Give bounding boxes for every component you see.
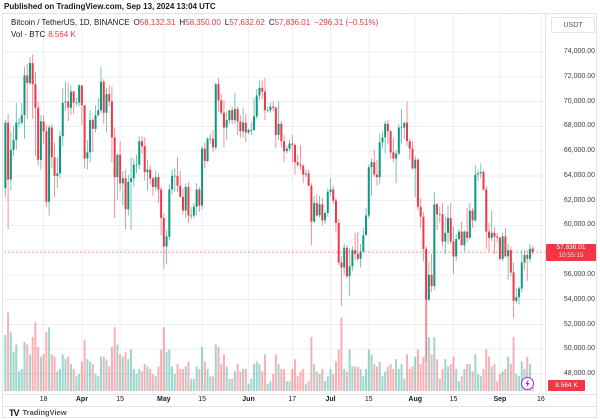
ohlc-token: O58,132.31: [133, 18, 176, 27]
price-axis-label: 66,000.00: [563, 147, 595, 155]
ohlc-token: L57,632.62: [224, 18, 265, 27]
time-axis-label: Aug: [408, 396, 422, 403]
price-axis-label: 72,000.00: [563, 72, 595, 80]
change-value: −296.31 (−0.51%): [314, 18, 379, 27]
bar-countdown: 10:55:15: [558, 252, 584, 260]
time-axis-label: 15: [116, 396, 124, 403]
time-axis-label: Jun: [242, 396, 255, 403]
time-axis-label: Sep: [493, 396, 507, 403]
price-axis-label: 60,000.00: [563, 221, 595, 229]
tradingview-logo-icon: TV: [9, 407, 19, 418]
price-axis-label: 64,000.00: [563, 171, 595, 179]
price-axis-label: 56,000.00: [563, 270, 595, 278]
volume-label: Vol · BTC: [11, 30, 46, 39]
time-axis-label: Apr: [75, 396, 88, 403]
volume-header: Vol · BTC 8.564 K: [11, 30, 76, 39]
event-marker-icon[interactable]: [521, 377, 534, 390]
last-price-value: 57,836.01: [556, 243, 586, 251]
price-axis-label: 52,000.00: [563, 320, 595, 328]
time-axis-label: 16: [536, 396, 545, 403]
price-axis-label: 70,000.00: [563, 97, 595, 105]
price-axis-label: 50,000.00: [563, 345, 595, 353]
symbol-title[interactable]: Bitcoin / TetherUS, 1D, BINANCE: [11, 18, 130, 27]
symbol-header[interactable]: Bitcoin / TetherUS, 1D, BINANCE O58,132.3…: [11, 18, 378, 27]
price-axis-label: 74,000.00: [563, 48, 595, 55]
time-axis-label: 15: [449, 396, 458, 403]
price-axis-label: 62,000.00: [563, 196, 595, 204]
tradingview-brand-text: TradingView: [22, 408, 67, 417]
price-axis-label: 48,000.00: [563, 370, 595, 377]
attribution-footer[interactable]: TV TradingView: [9, 407, 67, 418]
time-axis-label: Jul: [325, 396, 336, 403]
time-axis-label: 18: [39, 396, 48, 403]
last-volume-tag: 8.564 K: [548, 380, 585, 391]
published-line: Published on TradingView.com, Sep 13, 20…: [4, 2, 216, 11]
time-axis-label: 15: [198, 396, 206, 403]
ohlc-values: O58,132.31 H58,350.00 L57,632.62 C57,836.01: [130, 18, 311, 27]
currency-toggle-button[interactable]: USDT: [551, 17, 595, 33]
price-axis-label: 54,000.00: [563, 295, 595, 303]
time-axis-label: May: [156, 396, 171, 403]
volume-value: 8.564 K: [48, 30, 76, 39]
chart-frame: Bitcoin / TetherUS, 1D, BINANCE O58,132.3…: [2, 13, 597, 418]
ohlc-token: C57,836.01: [268, 18, 311, 27]
price-axis-label: 68,000.00: [563, 122, 595, 130]
last-price-tag: 57,836.01 10:55:15: [546, 243, 596, 261]
ohlc-token: H58,350.00: [179, 18, 221, 27]
time-axis-label: 15: [364, 396, 373, 403]
lightning-icon: [525, 379, 530, 388]
chart-plot-area[interactable]: [3, 14, 596, 417]
time-axis-label: 17: [288, 396, 297, 403]
